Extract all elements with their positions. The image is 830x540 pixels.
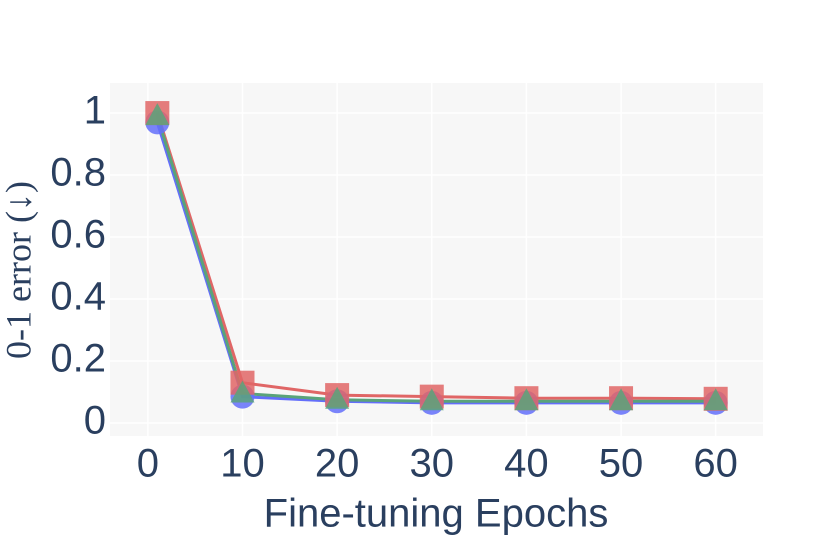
x-tick-label: 10	[220, 442, 265, 486]
y-tick-label: 0.4	[50, 275, 106, 319]
x-tick-label: 20	[315, 442, 360, 486]
x-axis-title: Fine-tuning Epochs	[264, 492, 609, 536]
x-tick-label: 60	[693, 442, 738, 486]
y-axis-title: 0-1 error (↓)	[0, 181, 38, 359]
marker	[230, 380, 255, 403]
y-tick-label: 1	[84, 89, 106, 133]
marker	[325, 386, 350, 409]
x-tick-label: 40	[504, 442, 549, 486]
marker	[703, 388, 728, 411]
marker	[609, 388, 634, 411]
y-tick-label: 0.8	[50, 151, 106, 195]
marker	[145, 103, 170, 126]
x-tick-label: 50	[599, 442, 644, 486]
x-tick-label: 30	[410, 442, 455, 486]
y-tick-label: 0.6	[50, 213, 106, 257]
y-tick-label: 0.2	[50, 337, 106, 381]
y-tick-label: 0	[84, 399, 106, 443]
plot-area	[110, 83, 763, 436]
x-tick-label: 0	[137, 442, 159, 486]
marker	[514, 388, 539, 411]
marker	[419, 388, 444, 411]
